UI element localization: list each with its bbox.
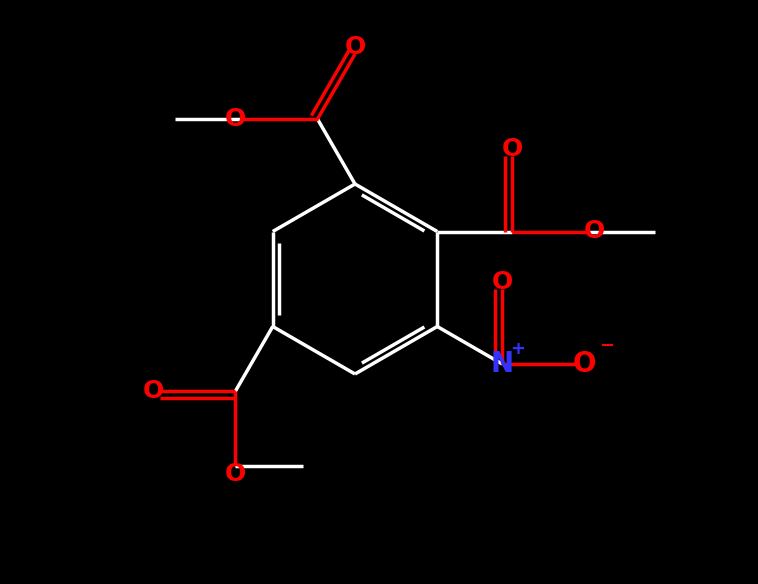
Text: N: N xyxy=(490,350,514,378)
Text: +: + xyxy=(509,340,525,358)
Text: O: O xyxy=(584,220,605,244)
Text: O: O xyxy=(492,270,513,294)
Text: O: O xyxy=(224,463,246,486)
Text: −: − xyxy=(599,337,614,355)
Text: O: O xyxy=(502,137,523,162)
Text: O: O xyxy=(225,107,246,131)
Text: O: O xyxy=(344,35,365,59)
Text: O: O xyxy=(143,380,164,404)
Text: O: O xyxy=(572,350,596,378)
